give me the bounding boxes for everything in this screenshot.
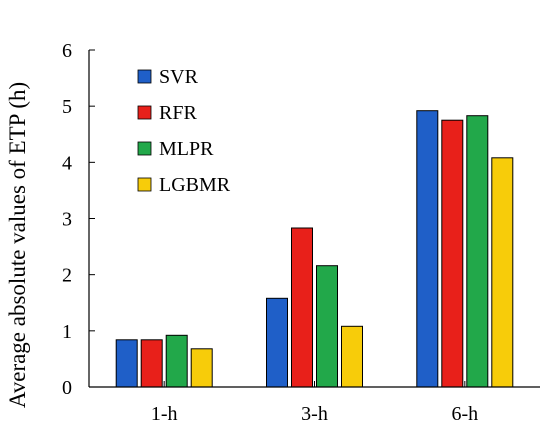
y-tick-label: 2 (62, 265, 72, 287)
y-axis-title: Average absolute values of ETP (h) (5, 82, 30, 408)
x-tick-label: 6-h (451, 403, 478, 425)
legend-label-mlpr: MLPR (159, 138, 214, 160)
y-tick-label: 5 (62, 96, 72, 118)
bar-mlpr-3-h (316, 265, 338, 388)
bar-svr-3-h (266, 297, 288, 388)
bar-mlpr-1-h (165, 334, 188, 388)
legend-swatch-rfr (137, 105, 152, 120)
bar-rfr-3-h (291, 227, 313, 388)
bar-svr-1-h (115, 339, 138, 388)
legend-swatch-svr (137, 69, 152, 84)
bar-lgbmr-6-h (491, 157, 514, 388)
legend-label-rfr: RFR (159, 102, 197, 124)
bar-rfr-1-h (140, 339, 163, 388)
bar-rfr-6-h (441, 119, 464, 388)
y-tick-label: 6 (62, 40, 72, 62)
legend-label-lgbmr: LGBMR (159, 174, 231, 196)
y-tick-label: 0 (62, 377, 72, 399)
legend-swatch-lgbmr (137, 177, 152, 192)
y-tick-label: 3 (62, 209, 72, 231)
x-tick-label: 3-h (301, 403, 328, 425)
legend-swatch-mlpr (137, 141, 152, 156)
bar-lgbmr-1-h (190, 348, 213, 388)
legend-label-svr: SVR (159, 66, 199, 88)
bar-svr-6-h (416, 110, 439, 388)
x-tick-label: 1-h (151, 403, 178, 425)
legend: SVR RFR MLPR LGBMR (137, 66, 231, 196)
axes: 1-h 3-h 6-h 0 1 2 3 4 5 6 (62, 40, 540, 425)
bar-mlpr-6-h (466, 115, 489, 388)
y-tick-label: 1 (62, 321, 72, 343)
plot-area (115, 110, 514, 388)
y-tick-label: 4 (62, 152, 72, 174)
bar-lgbmr-3-h (341, 325, 363, 388)
